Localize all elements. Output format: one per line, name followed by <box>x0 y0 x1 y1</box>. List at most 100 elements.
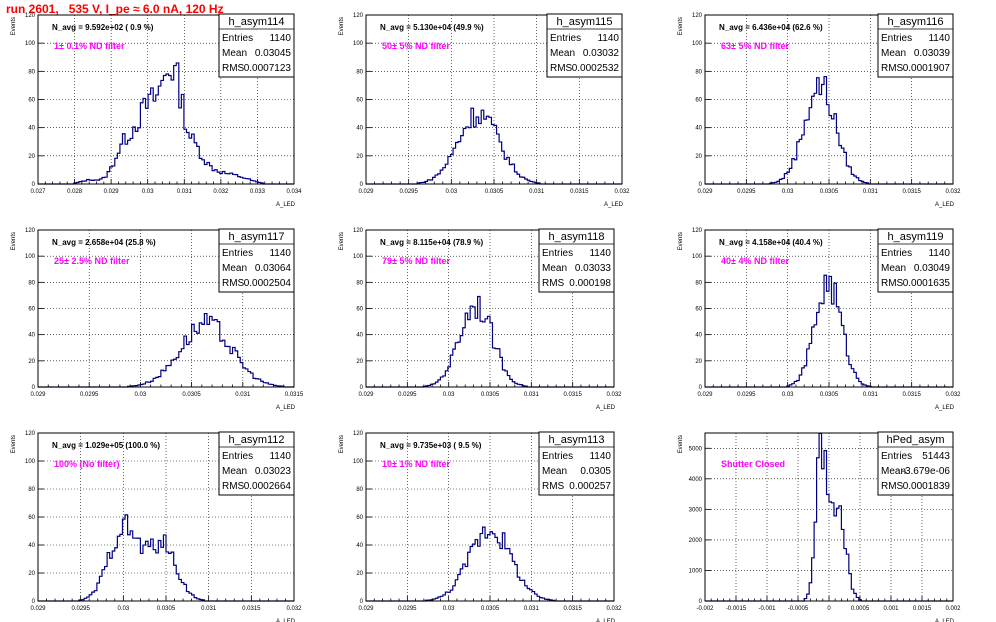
stat-key: RMS <box>550 63 573 74</box>
y-tick-label: 0 <box>360 599 364 605</box>
y-tick-label: 120 <box>25 228 36 234</box>
x-tick-label: 0.032 <box>606 606 622 612</box>
stat-key: RMS <box>222 278 245 289</box>
y-tick-label: 0 <box>32 385 36 391</box>
histogram-panel-h_asym117: 0.029 0.0295 0.03 0.0305 0.031 0.0315 0 20 40 60 8… <box>11 228 304 411</box>
y-tick-label: 60 <box>28 515 35 521</box>
x-tick-label: 0.03 <box>142 189 154 195</box>
filter-label: 63± 5% ND filter <box>721 41 789 51</box>
y-axis-label: Events <box>678 232 684 250</box>
x-tick-label: 0.0315 <box>570 189 589 195</box>
stat-key: RMS <box>881 63 904 74</box>
stat-box-title: h_asym116 <box>887 16 943 28</box>
stat-key: RMS <box>542 278 565 289</box>
x-tick-label: -0.001 <box>758 606 776 612</box>
y-tick-label: 80 <box>695 280 702 286</box>
x-tick-label: 0.0295 <box>398 392 417 398</box>
stat-key: Mean <box>881 466 906 477</box>
stat-box-title: h_asym118 <box>548 231 604 243</box>
stat-box-title: h_asym119 <box>887 231 943 243</box>
histogram-bars <box>38 514 294 602</box>
x-tick-label: 0.032 <box>213 189 229 195</box>
y-axis-label: Events <box>339 435 345 453</box>
stat-key: Entries <box>881 33 912 44</box>
stat-key: RMS <box>222 481 245 492</box>
stat-key: Mean <box>222 466 247 477</box>
stat-box: h_asym117 Entries 1140 Mean 0.03064 RMS 0.0002… <box>218 228 295 293</box>
x-tick-label: 0.029 <box>30 392 46 398</box>
x-tick-label: 0.031 <box>201 606 217 612</box>
y-tick-label: 100 <box>692 254 703 260</box>
y-tick-label: 20 <box>356 359 363 365</box>
x-tick-label: 0.0305 <box>182 392 201 398</box>
stat-box-title: h_asym117 <box>228 231 284 243</box>
y-tick-label: 4000 <box>689 477 703 483</box>
filter-label: Shutter Closed <box>721 459 785 469</box>
stat-key: Mean <box>222 263 247 274</box>
x-axis-label: A_LED <box>276 619 296 622</box>
x-tick-label: 0.0315 <box>563 606 582 612</box>
y-tick-label: 40 <box>356 543 363 549</box>
y-tick-label: 20 <box>695 359 702 365</box>
histogram-panel-h_asym114: 0.027 0.028 0.029 0.03 0.031 0.032 0.033 0.034 0… <box>11 13 302 208</box>
y-tick-label: 40 <box>356 333 363 339</box>
x-tick-label: 0.0015 <box>913 606 932 612</box>
navg-label: N_avg = 9.592e+02 ( 0.9 %) <box>52 23 154 32</box>
x-tick-label: 0.0305 <box>481 606 500 612</box>
y-tick-label: 80 <box>356 69 363 75</box>
x-tick-label: 0.002 <box>945 606 961 612</box>
y-tick-label: 100 <box>353 459 364 465</box>
x-tick-label: 0.028 <box>67 189 83 195</box>
stat-value: 0.03045 <box>255 48 292 59</box>
stat-value: 0.0002504 <box>244 278 292 289</box>
x-tick-label: 0.032 <box>614 189 630 195</box>
x-tick-label: 0.03 <box>782 189 794 195</box>
y-tick-label: 60 <box>356 307 363 313</box>
x-axis-label: A_LED <box>935 202 955 208</box>
x-tick-label: 0.03 <box>443 606 455 612</box>
x-tick-label: 0.0315 <box>902 189 921 195</box>
stat-box-frame <box>877 431 954 496</box>
filter-label: 50± 5% ND filter <box>382 41 450 51</box>
y-tick-label: 120 <box>25 13 36 19</box>
stat-key: Entries <box>550 33 581 44</box>
stat-value: 1140 <box>589 451 611 462</box>
y-tick-label: 120 <box>353 228 364 234</box>
histogram-bars <box>38 312 294 388</box>
x-tick-label: 0.033 <box>250 189 266 195</box>
stat-value: 0.03064 <box>255 263 292 274</box>
stat-value: 0.03039 <box>914 48 951 59</box>
x-tick-label: 0.031 <box>235 392 251 398</box>
y-tick-label: 2000 <box>689 538 703 544</box>
stat-value: 1140 <box>269 248 291 259</box>
y-tick-label: 20 <box>28 571 35 577</box>
y-tick-label: 1000 <box>689 568 703 574</box>
x-tick-label: 0.03 <box>117 606 129 612</box>
histogram-panel-h_asym118: 0.029 0.0295 0.03 0.0305 0.031 0.0315 0.032 0 20… <box>339 228 622 411</box>
stat-box-frame <box>877 228 954 293</box>
stat-box-title: h_asym114 <box>228 16 284 28</box>
y-tick-label: 120 <box>25 431 36 437</box>
x-tick-label: 0.0295 <box>80 392 99 398</box>
y-axis-label: Events <box>11 17 17 35</box>
y-tick-label: 0 <box>699 182 703 188</box>
x-tick-label: 0.029 <box>697 392 713 398</box>
x-tick-label: 0.0305 <box>481 392 500 398</box>
x-axis-label: A_LED <box>935 619 955 622</box>
y-tick-label: 60 <box>28 98 35 104</box>
y-tick-label: 100 <box>353 41 364 47</box>
navg-label: N_avg = 6.436e+04 (62.6 %) <box>719 23 823 32</box>
stat-key: Mean <box>881 48 906 59</box>
x-tick-label: 0.027 <box>30 189 46 195</box>
y-tick-label: 80 <box>356 487 363 493</box>
stat-value: 0.000257 <box>569 481 611 492</box>
x-tick-label: 0.0295 <box>398 606 417 612</box>
x-tick-label: 0.029 <box>697 189 713 195</box>
y-tick-label: 60 <box>695 98 702 104</box>
y-tick-label: 0 <box>360 182 364 188</box>
x-axis-label: A_LED <box>596 619 616 622</box>
stat-key: RMS <box>542 481 565 492</box>
stat-key: Mean <box>542 263 567 274</box>
x-axis-label: A_LED <box>935 405 955 411</box>
stat-value: 0.03032 <box>583 48 620 59</box>
